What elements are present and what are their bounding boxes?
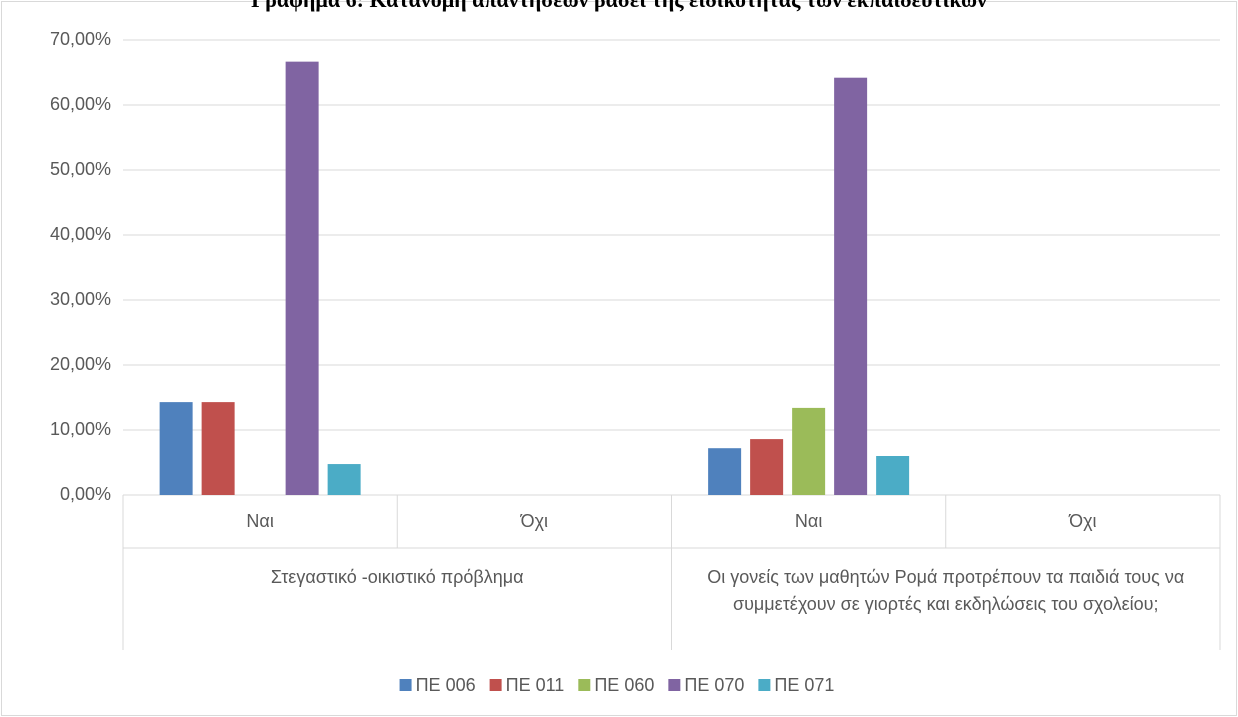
legend-swatch — [399, 679, 412, 691]
legend-label: ΠΕ 071 — [774, 675, 834, 695]
x-tick-label: Όχι — [1068, 511, 1096, 531]
category-group-label: Οι γονείς των μαθητών Ρομά προτρέπουν τα… — [707, 567, 1185, 614]
legend-swatch — [668, 679, 681, 691]
legend-swatch — [489, 679, 502, 691]
bar — [159, 402, 193, 495]
legend-label: ΠΕ 070 — [684, 675, 744, 695]
x-tick-label: Όχι — [520, 511, 548, 531]
y-tick-label: 10,00% — [50, 419, 111, 439]
bar — [750, 439, 784, 495]
bar — [201, 402, 235, 495]
legend-swatch — [758, 679, 771, 691]
y-tick-label: 40,00% — [50, 224, 111, 244]
y-tick-label: 60,00% — [50, 94, 111, 114]
y-tick-label: 30,00% — [50, 289, 111, 309]
y-tick-label: 20,00% — [50, 354, 111, 374]
bar — [792, 407, 826, 495]
x-tick-label: Ναι — [246, 511, 273, 531]
bar — [834, 77, 868, 495]
bar — [285, 61, 319, 496]
legend-label: ΠΕ 006 — [416, 675, 476, 695]
chart-title: Γράφημα 6: Κατανομή απαντήσεων βάσει της… — [251, 0, 987, 12]
y-tick-label: 50,00% — [50, 159, 111, 179]
bar — [327, 464, 361, 495]
y-tick-label: 70,00% — [50, 29, 111, 49]
legend-label: ΠΕ 060 — [594, 675, 654, 695]
x-tick-label: Ναι — [795, 511, 822, 531]
y-tick-label: 0,00% — [60, 484, 111, 504]
bar — [708, 448, 742, 495]
legend-swatch — [578, 679, 591, 691]
category-group-label: Στεγαστικό -οικιστικό πρόβλημα — [270, 567, 524, 587]
bar — [876, 456, 910, 495]
legend-label: ΠΕ 011 — [506, 675, 565, 695]
